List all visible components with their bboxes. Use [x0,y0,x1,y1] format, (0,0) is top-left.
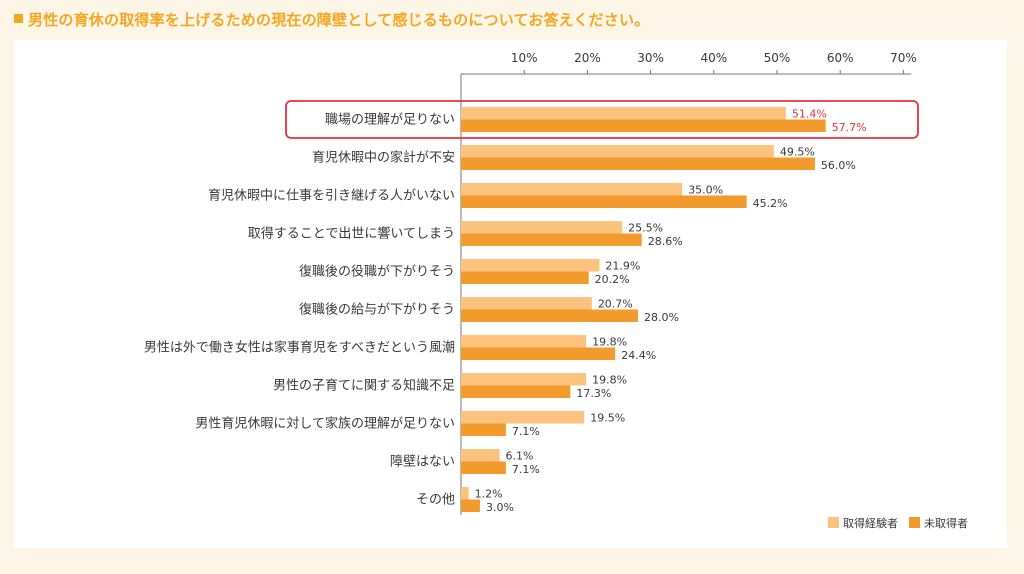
value-label-experienced: 25.5% [628,222,663,235]
category-label: その他 [416,493,455,508]
bar-not-experienced [461,423,506,436]
value-label-not-experienced: 28.0% [644,311,679,324]
value-label-experienced: 35.0% [688,184,723,197]
bar-not-experienced [461,233,642,246]
x-tick-label: 10% [511,51,538,65]
x-tick-label: 50% [764,51,791,65]
category-label: 男性育児休暇に対して家族の理解が足りない [195,416,455,432]
value-label-experienced: 6.1% [506,450,534,463]
category-label: 取得することで出世に響いてしまう [248,226,455,242]
legend-label-experienced: 取得経験者 [843,516,898,530]
bar-experienced [461,411,585,424]
value-label-not-experienced: 20.2% [595,273,630,286]
bar-not-experienced [461,271,589,284]
value-label-not-experienced: 24.4% [621,349,656,362]
bar-not-experienced [461,347,616,360]
bar-experienced [461,449,500,462]
value-label-not-experienced: 7.1% [512,463,540,476]
bar-chart: 10% 20% 30% 40% 50% 60% 70% 職場の理解が足りない 51.4% 57.7… [144,51,968,530]
category-label: 育児休暇中の家計が不安 [312,150,455,166]
x-tick-label: 40% [700,51,727,65]
bar-experienced [461,183,683,196]
heading-text: 男性の育休の取得率を上げるための現在の障壁として感じるものについてお答えください… [28,11,650,29]
legend-label-not-experienced: 未取得者 [924,517,968,530]
heading-square-icon [14,14,23,23]
legend-swatch-not-experienced [909,517,920,528]
category-label: 障壁はない [390,455,455,470]
value-label-experienced: 51.4% [792,108,827,121]
value-label-experienced: 19.5% [590,412,625,425]
value-label-not-experienced: 57.7% [832,121,867,134]
value-label-not-experienced: 17.3% [576,387,611,400]
value-label-not-experienced: 7.1% [512,425,540,438]
value-label-experienced: 19.8% [592,374,627,387]
bar-not-experienced [461,195,747,208]
category-label: 育児休暇中に仕事を引き継げる人がいない [208,188,455,204]
bar-experienced [461,297,592,310]
bar-experienced [461,259,600,272]
category-label: 男性は外で働き女性は家事育児をすべきだという風潮 [144,340,455,356]
value-label-not-experienced: 45.2% [753,197,788,210]
bar-experienced [461,221,623,234]
bar-experienced [461,373,587,386]
value-label-not-experienced: 28.6% [648,235,683,248]
bar-not-experienced [461,119,826,132]
value-label-not-experienced: 3.0% [486,501,514,514]
x-tick-label: 30% [637,51,664,65]
bar-experienced [461,335,587,348]
category-label: 復職後の役職が下がりそう [299,264,455,280]
value-label-experienced: 19.8% [592,336,627,349]
x-tick-label: 20% [574,51,601,65]
bar-experienced [461,487,469,500]
bar-not-experienced [461,499,480,512]
bar-experienced [461,145,774,158]
highlight-box [285,100,919,139]
x-tick-label: 70% [890,51,917,65]
value-label-experienced: 49.5% [780,146,815,159]
bar-not-experienced [461,157,815,170]
category-label: 職場の理解が足りない [325,113,455,128]
value-label-experienced: 1.2% [475,488,503,501]
category-label: 男性の子育てに関する知識不足 [273,378,455,394]
x-tick-label: 60% [827,51,854,65]
legend-swatch-experienced [828,517,839,528]
chart-panel: 10% 20% 30% 40% 50% 60% 70% 職場の理解が足りない 51.4% 57.7… [14,40,1007,548]
bar-experienced [461,107,786,120]
bar-not-experienced [461,385,571,398]
value-label-experienced: 20.7% [598,298,633,311]
bar-not-experienced [461,309,638,322]
bar-not-experienced [461,461,506,474]
category-label: 復職後の給与が下がりそう [299,302,455,318]
value-label-not-experienced: 56.0% [821,159,856,172]
value-label-experienced: 21.9% [605,260,640,273]
chart-heading: 男性の育休の取得率を上げるための現在の障壁として感じるものについてお答えください… [14,9,649,30]
